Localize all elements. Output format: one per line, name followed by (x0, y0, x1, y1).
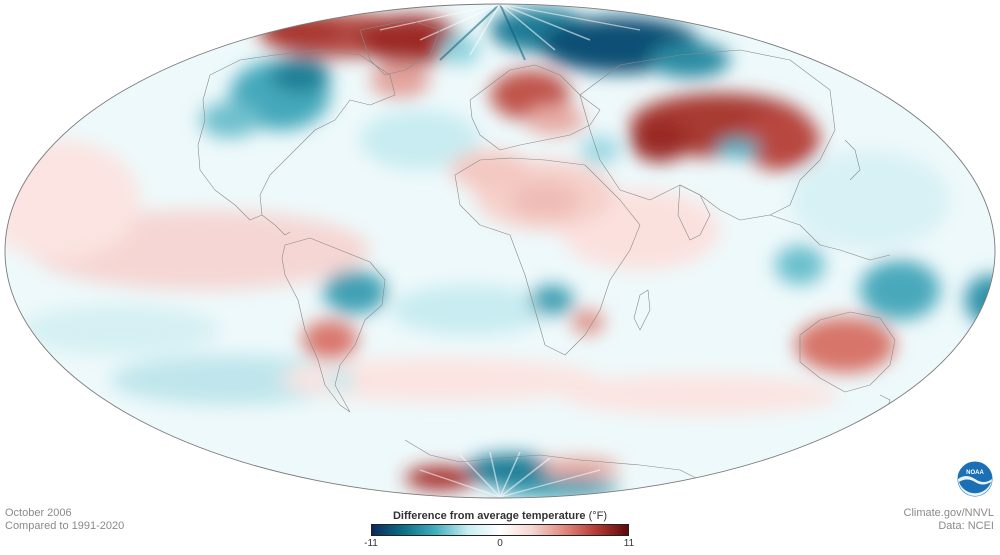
noaa-logo: NOAA (956, 460, 994, 498)
europe-outline (469, 64, 601, 151)
legend-title-text: Difference from average temperature (392, 510, 586, 522)
source-line2: Data: NCEI (938, 520, 994, 532)
noaa-logo-text: NOAA (966, 470, 984, 476)
asia-outline (579, 49, 836, 221)
madagascar-outline (633, 289, 651, 331)
southeast-asia-outline (769, 214, 891, 261)
australia-outline (799, 311, 896, 393)
central-america-outline (261, 214, 291, 236)
country-borders (197, 19, 896, 481)
anomaly-field (5, 4, 995, 498)
legend-color-bar (371, 524, 629, 536)
south-polar-rays (419, 451, 601, 498)
world-map (4, 3, 996, 499)
date-line: October 2006 (5, 507, 72, 519)
india-outline (677, 184, 711, 241)
compare-line: Compared to 1991-2020 (5, 520, 125, 532)
japan-outline (844, 139, 861, 181)
legend-mid-label: 0 (497, 538, 503, 549)
legend-unit: (°F) (588, 510, 608, 522)
africa-outline (454, 157, 641, 356)
legend-max-label: 11 (623, 538, 635, 549)
legend-title: Difference from average temperature (°F) (340, 509, 660, 523)
south-america-outline (281, 237, 386, 413)
source-caption: Climate.gov/NNVL Data: NCEI (904, 507, 994, 533)
antarctica-outline (404, 439, 701, 481)
date-caption: October 2006 Compared to 1991-2020 (5, 507, 124, 533)
legend-min-label: -11 (364, 538, 378, 549)
mollweide-anomaly-map (4, 3, 996, 499)
source-line1: Climate.gov/NNVL (903, 507, 994, 519)
color-legend: Difference from average temperature (°F)… (340, 509, 660, 549)
north-polar-rays (379, 4, 641, 61)
north-america-outline (197, 49, 396, 221)
map-border (4, 3, 996, 499)
greenland-outline (359, 19, 441, 76)
